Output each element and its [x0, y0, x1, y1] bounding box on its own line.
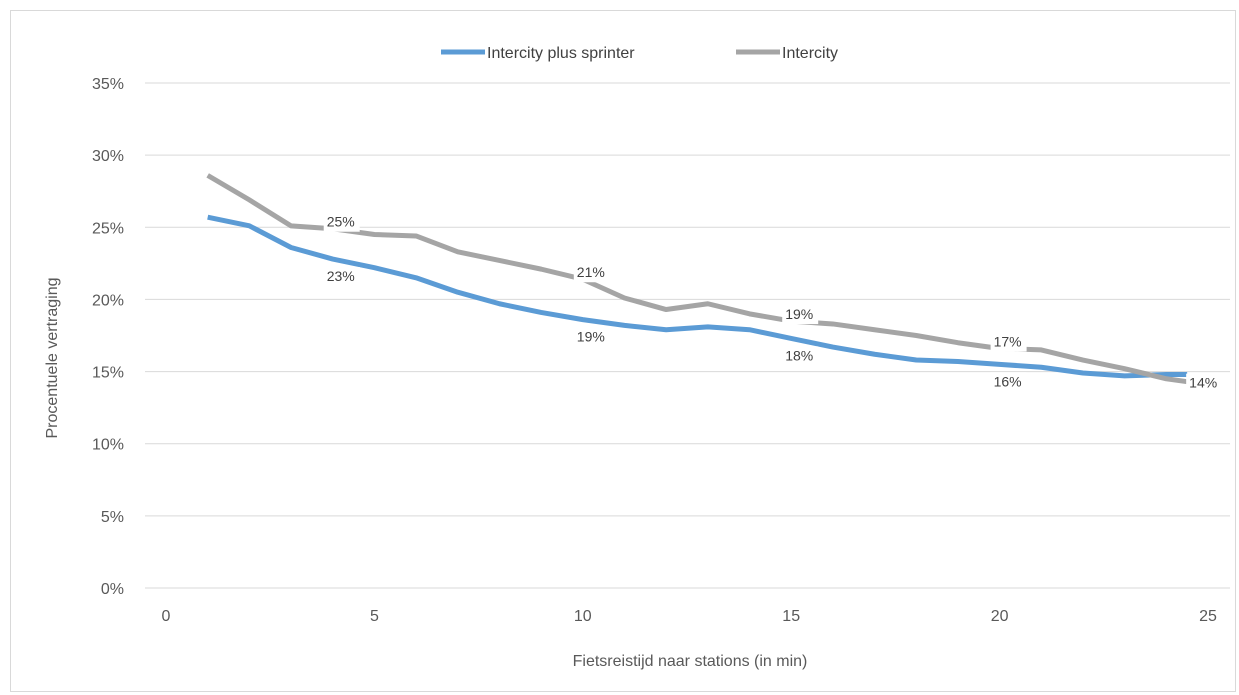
y-tick-label: 15%	[92, 365, 124, 382]
x-tick-label: 5	[370, 608, 379, 625]
series-line-2	[206, 173, 1188, 385]
data-label-bg	[990, 372, 1027, 392]
data-label-bg	[990, 332, 1027, 352]
data-label-bg	[573, 263, 610, 283]
x-tick-label: 10	[574, 608, 592, 625]
data-label: 21%	[577, 264, 605, 280]
legend-label: Intercity plus sprinter	[487, 45, 635, 62]
data-label: 14%	[1189, 375, 1217, 391]
legend: Intercity plus sprinter Intercity	[441, 45, 838, 62]
y-tick-label: 5%	[101, 509, 124, 526]
data-label-bg	[782, 346, 819, 366]
data-label: 23%	[327, 268, 355, 284]
x-axis-ticks: 0 5 10 15 20 25	[162, 608, 1217, 625]
y-tick-label: 20%	[92, 292, 124, 309]
y-tick-label: 10%	[92, 437, 124, 454]
series-lines	[206, 173, 1188, 385]
x-tick-label: 15	[782, 608, 800, 625]
y-axis-ticks: 0% 5% 10% 15% 20% 25% 30% 35%	[92, 76, 124, 598]
y-axis-title: Procentuele vertraging	[44, 278, 61, 439]
data-label: 19%	[577, 329, 605, 345]
data-label: 19%	[785, 306, 813, 322]
legend-label: Intercity	[782, 45, 838, 62]
data-label-bg	[782, 305, 819, 325]
data-label: 18%	[785, 347, 813, 363]
series-line-1	[207, 214, 1188, 379]
data-label-bg	[1186, 373, 1223, 393]
data-label: 17%	[994, 333, 1022, 349]
x-axis-title: Fietsreistijd naar stations (in min)	[573, 653, 808, 670]
gridlines	[145, 82, 1230, 589]
y-tick-label: 25%	[92, 220, 124, 237]
data-label-bg	[323, 212, 360, 232]
y-tick-label: 35%	[92, 76, 124, 93]
x-tick-label: 0	[162, 608, 171, 625]
y-tick-label: 30%	[92, 148, 124, 165]
data-label-bg	[573, 327, 610, 347]
x-tick-label: 20	[991, 608, 1009, 625]
data-label: 25%	[327, 214, 355, 230]
x-tick-label: 25	[1199, 608, 1217, 625]
y-tick-label: 0%	[101, 581, 124, 598]
data-label-bg	[323, 267, 360, 287]
data-labels: 23% 19% 18% 16% 25% 21% 19% 17% 14%	[323, 212, 1223, 393]
data-label: 16%	[994, 373, 1022, 389]
